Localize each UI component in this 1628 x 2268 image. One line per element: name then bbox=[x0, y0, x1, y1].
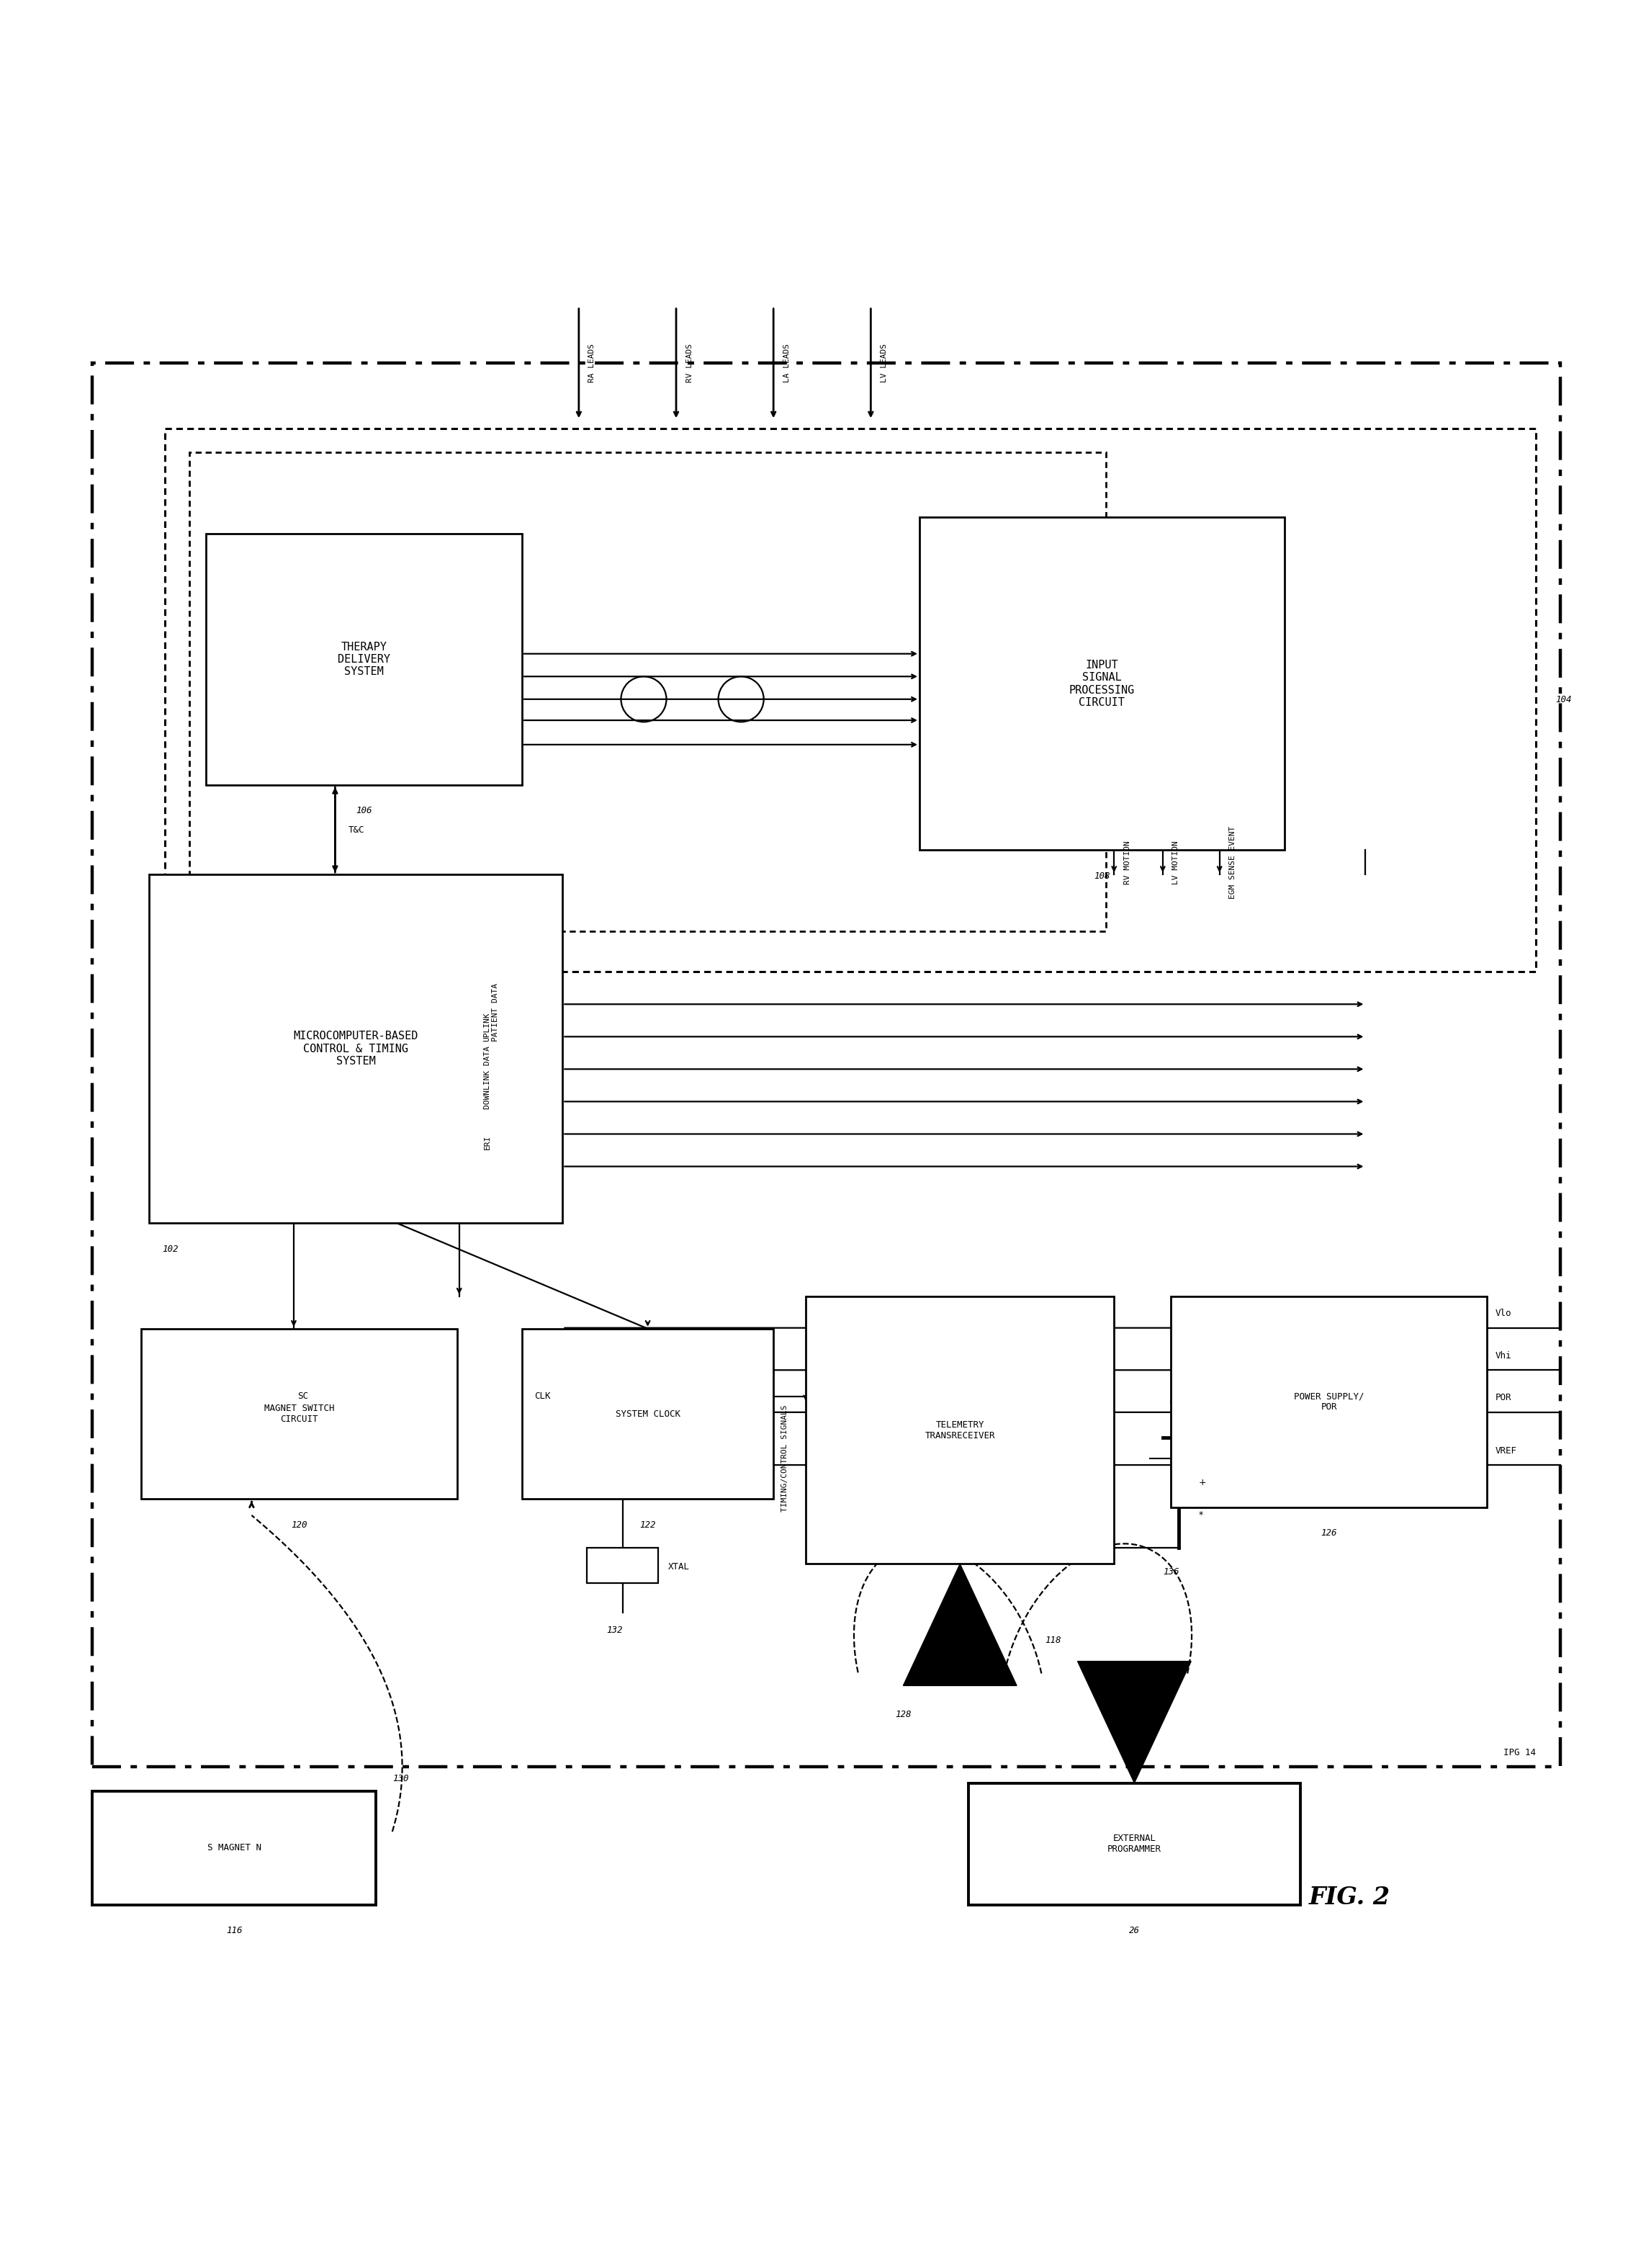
Text: RV LEADS: RV LEADS bbox=[685, 345, 694, 383]
Text: UPLINK
PATIENT DATA: UPLINK PATIENT DATA bbox=[484, 982, 500, 1041]
Text: XTAL: XTAL bbox=[667, 1563, 690, 1572]
Text: 104: 104 bbox=[1555, 696, 1571, 705]
Text: RA LEADS: RA LEADS bbox=[589, 345, 596, 383]
FancyBboxPatch shape bbox=[1171, 1297, 1486, 1508]
Text: FIG. 2: FIG. 2 bbox=[1309, 1885, 1390, 1910]
Text: 102: 102 bbox=[161, 1245, 177, 1254]
Text: SC: SC bbox=[298, 1393, 308, 1402]
Text: 116: 116 bbox=[226, 1926, 243, 1935]
FancyBboxPatch shape bbox=[150, 875, 563, 1222]
Text: VREF: VREF bbox=[1495, 1447, 1517, 1456]
Text: *: * bbox=[1198, 1510, 1203, 1520]
Text: 128: 128 bbox=[895, 1710, 912, 1719]
Text: SYSTEM CLOCK: SYSTEM CLOCK bbox=[615, 1408, 681, 1418]
Text: POWER SUPPLY/
POR: POWER SUPPLY/ POR bbox=[1294, 1393, 1364, 1411]
Text: 26: 26 bbox=[1128, 1926, 1140, 1935]
Text: LV LEADS: LV LEADS bbox=[881, 345, 887, 383]
Text: LA LEADS: LA LEADS bbox=[783, 345, 790, 383]
Text: DOWNLINK DATA: DOWNLINK DATA bbox=[484, 1046, 490, 1109]
Text: LV MOTION: LV MOTION bbox=[1172, 841, 1180, 885]
Text: RV MOTION: RV MOTION bbox=[1123, 841, 1131, 885]
FancyBboxPatch shape bbox=[142, 1329, 457, 1499]
Text: T&C: T&C bbox=[348, 826, 365, 835]
Text: 132: 132 bbox=[606, 1626, 622, 1635]
Text: 120: 120 bbox=[291, 1520, 308, 1529]
Text: Vlo: Vlo bbox=[1495, 1309, 1511, 1318]
Text: EGM SENSE EVENT: EGM SENSE EVENT bbox=[1229, 826, 1236, 898]
FancyBboxPatch shape bbox=[523, 1329, 773, 1499]
Text: 108: 108 bbox=[1094, 871, 1110, 880]
Text: MAGNET SWITCH
CIRCUIT: MAGNET SWITCH CIRCUIT bbox=[264, 1404, 334, 1424]
Text: EXTERNAL
PROGRAMMER: EXTERNAL PROGRAMMER bbox=[1107, 1835, 1161, 1853]
Text: 124: 124 bbox=[952, 1585, 969, 1594]
Text: IPG 14: IPG 14 bbox=[1503, 1749, 1535, 1758]
Text: 136: 136 bbox=[1162, 1567, 1179, 1576]
Text: CLK: CLK bbox=[534, 1393, 550, 1402]
Text: S MAGNET N: S MAGNET N bbox=[207, 1844, 260, 1853]
Text: 122: 122 bbox=[640, 1520, 656, 1529]
Text: 130: 130 bbox=[392, 1774, 409, 1783]
Polygon shape bbox=[904, 1565, 1018, 1685]
Text: MICROCOMPUTER-BASED
CONTROL & TIMING
SYSTEM: MICROCOMPUTER-BASED CONTROL & TIMING SYS… bbox=[293, 1032, 418, 1066]
Text: 106: 106 bbox=[357, 805, 371, 816]
Text: 126: 126 bbox=[1320, 1529, 1337, 1538]
Polygon shape bbox=[1078, 1660, 1192, 1783]
Text: Vhi: Vhi bbox=[1495, 1352, 1511, 1361]
Text: INPUT
SIGNAL
PROCESSING
CIRCUIT: INPUT SIGNAL PROCESSING CIRCUIT bbox=[1070, 660, 1135, 708]
Text: POR: POR bbox=[1495, 1393, 1511, 1402]
Text: TIMING/CONTROL SIGNALS: TIMING/CONTROL SIGNALS bbox=[781, 1404, 788, 1513]
FancyBboxPatch shape bbox=[920, 517, 1284, 850]
Text: THERAPY
DELIVERY
SYSTEM: THERAPY DELIVERY SYSTEM bbox=[337, 642, 391, 678]
FancyBboxPatch shape bbox=[93, 1792, 376, 1905]
Text: TELEMETRY
TRANSRECEIVER: TELEMETRY TRANSRECEIVER bbox=[925, 1420, 995, 1440]
FancyBboxPatch shape bbox=[588, 1547, 658, 1583]
FancyBboxPatch shape bbox=[205, 533, 523, 785]
Text: +: + bbox=[1198, 1479, 1206, 1488]
Text: ERI: ERI bbox=[484, 1134, 490, 1150]
FancyBboxPatch shape bbox=[969, 1783, 1301, 1905]
Text: 118: 118 bbox=[1045, 1635, 1061, 1644]
FancyBboxPatch shape bbox=[806, 1297, 1114, 1565]
